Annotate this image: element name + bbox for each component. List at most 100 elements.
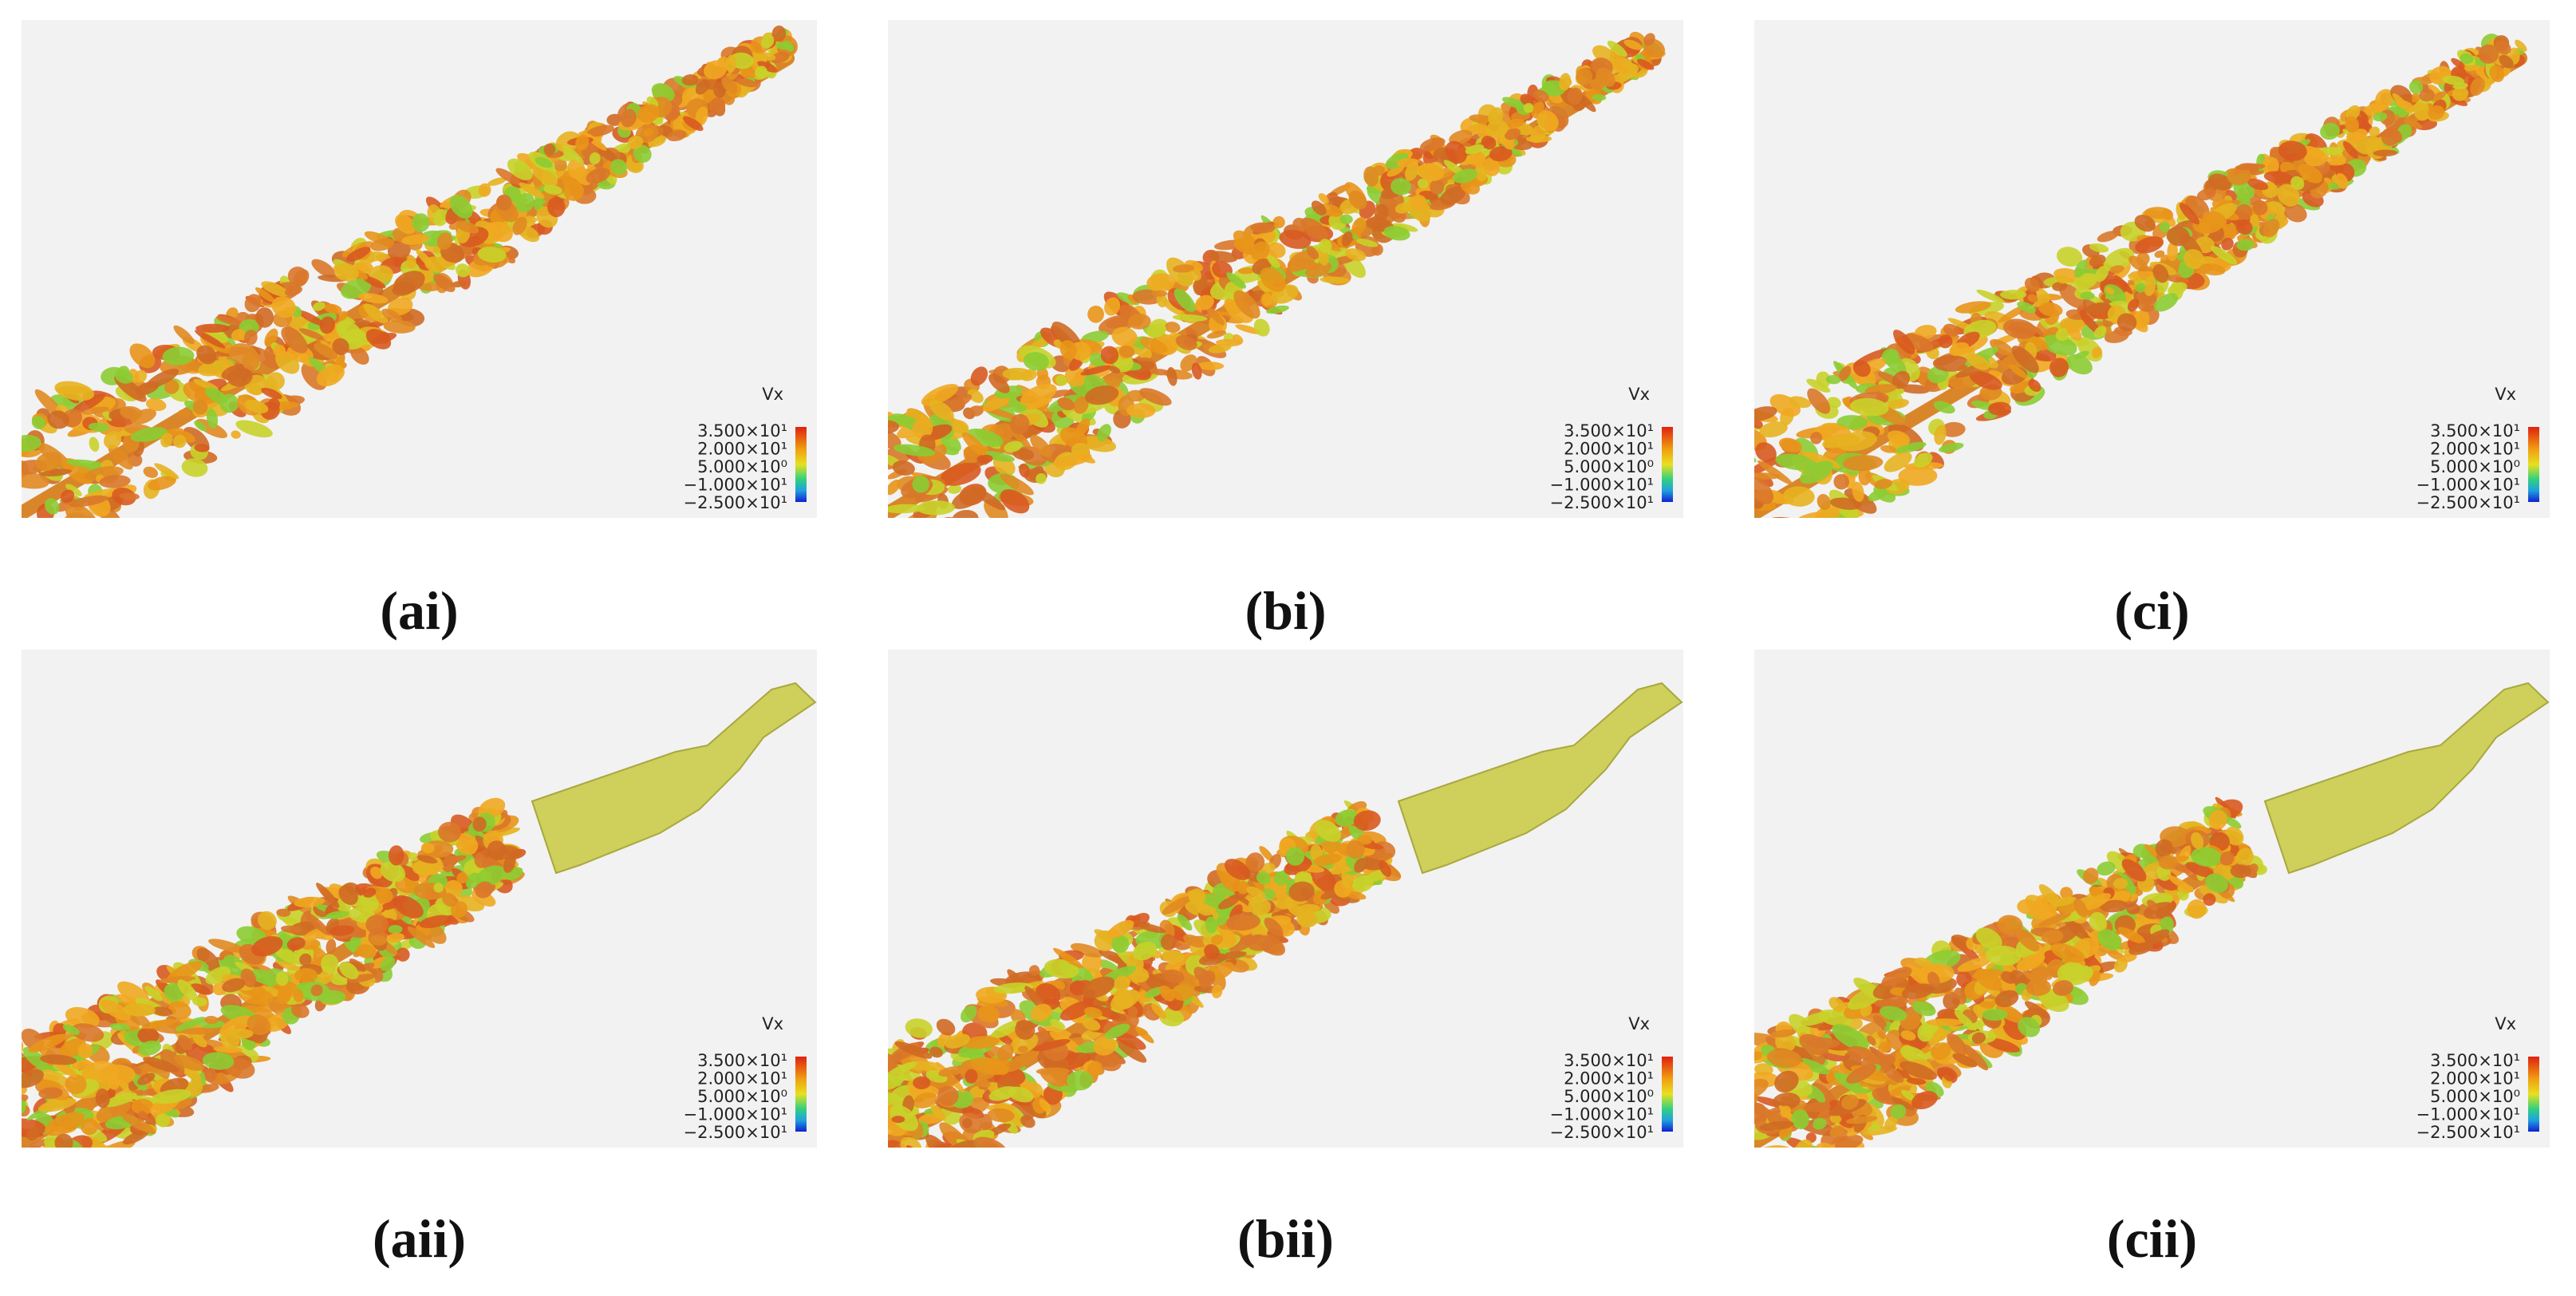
vortex [1351, 216, 1367, 235]
vortex [980, 451, 1016, 462]
vortex [1020, 383, 1057, 407]
vortex [912, 417, 933, 439]
vortex [1391, 178, 1411, 196]
vortex [643, 128, 653, 137]
vortex [1905, 964, 1932, 987]
vortex [40, 1054, 77, 1065]
vortex [1030, 434, 1052, 458]
vortex [204, 1068, 217, 1082]
vortex [406, 255, 416, 269]
geometry [531, 682, 817, 875]
vortex [1342, 874, 1353, 889]
vortex [2002, 318, 2037, 339]
vortex [2147, 899, 2159, 911]
vortex [2278, 140, 2307, 161]
vortex [1174, 288, 1196, 312]
vortex [2041, 334, 2077, 356]
vortex [1039, 1069, 1064, 1088]
vortex [1064, 366, 1087, 387]
colorbar-tick-label: 3.500×10¹ [1564, 1051, 1654, 1070]
vortex [2024, 277, 2040, 292]
vortex [65, 1074, 87, 1095]
vortex [314, 342, 338, 360]
vortex [2095, 265, 2109, 283]
vortex [1107, 919, 1134, 938]
vortex [1059, 340, 1077, 360]
vortex [1533, 89, 1548, 102]
vortex [235, 420, 273, 438]
vortex [1020, 1115, 1036, 1128]
vortex [416, 855, 438, 864]
vortex [1093, 1036, 1117, 1056]
colorbar-tick-label: 5.000×10⁰ [1564, 457, 1654, 476]
vortex [1813, 1117, 1827, 1130]
vortex [2167, 241, 2178, 262]
vortex [62, 1024, 80, 1036]
vortex [129, 343, 156, 369]
vortex [1083, 1006, 1103, 1018]
vortex [55, 498, 77, 512]
colorbar [1662, 427, 1673, 502]
vortex [138, 1040, 162, 1056]
vortex [2134, 215, 2156, 232]
vortex [89, 437, 100, 452]
vortex [277, 986, 292, 1005]
vortex [1265, 305, 1289, 314]
vortex [38, 1087, 63, 1100]
vortex [244, 294, 262, 313]
vortex [1004, 1049, 1039, 1073]
vortex [275, 971, 289, 986]
vortex [255, 307, 274, 328]
vortex [1114, 975, 1130, 992]
vortex [280, 925, 302, 934]
vortex [1755, 442, 1777, 463]
vortex [130, 427, 168, 442]
vortex [1889, 1085, 1911, 1096]
colorbar-tick-label: 2.000×10¹ [1564, 440, 1654, 459]
vortex [620, 109, 637, 128]
vortex [2320, 122, 2340, 140]
vortex [1881, 966, 1912, 987]
vortex [757, 61, 778, 73]
vortex [465, 872, 481, 889]
vortex [1934, 425, 1947, 445]
vortex [2097, 231, 2119, 243]
vortex [1173, 264, 1195, 273]
vortex [1256, 871, 1271, 885]
vortex [195, 330, 226, 349]
vortex [2263, 171, 2293, 184]
vortex [2431, 91, 2447, 102]
vortex [589, 152, 601, 165]
vortex [683, 116, 704, 132]
vortex [567, 159, 586, 180]
vortex [1836, 431, 1877, 452]
vortex [333, 263, 359, 282]
vortex [476, 865, 506, 886]
colorbar-tick-label: −2.500×10¹ [2416, 1123, 2520, 1142]
vortex [2060, 887, 2073, 900]
vortex [2202, 211, 2227, 228]
vortex [219, 393, 239, 413]
vortex [2041, 930, 2064, 944]
vortex [1351, 875, 1374, 892]
vortex [485, 222, 496, 231]
vortex [1395, 202, 1412, 214]
panel: Vx 3.500×10¹ 2.000×10¹ 5.000×10⁰ −1.000×10¹ −… [0, 20, 817, 553]
vortex [1418, 163, 1445, 181]
colorbar-tick-label: 5.000×10⁰ [1564, 1087, 1654, 1106]
vortex [990, 1020, 1022, 1039]
vortex [360, 892, 380, 912]
vortex [2038, 302, 2063, 317]
vortex [1829, 1114, 1842, 1124]
vortex [1146, 273, 1175, 292]
vortex [137, 1027, 160, 1044]
vortex [433, 274, 456, 292]
vortex [370, 238, 395, 251]
vortex [219, 1015, 252, 1036]
vortex [137, 1073, 156, 1085]
vortex [512, 216, 527, 235]
vortex [1357, 835, 1373, 845]
vortex [356, 944, 377, 959]
colorbar [1662, 1057, 1673, 1132]
vortex [1954, 1010, 1977, 1031]
